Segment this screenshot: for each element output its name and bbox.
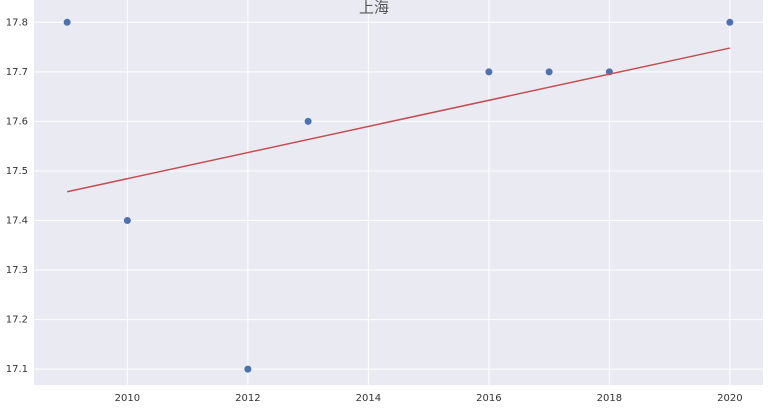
x-tick-label: 2012 [235, 393, 260, 404]
x-tick-label: 2018 [597, 393, 622, 404]
y-tick-label: 17.7 [6, 67, 28, 78]
point [63, 18, 71, 26]
y-tick-label: 17.6 [6, 116, 28, 127]
x-tick-label: 2020 [717, 393, 742, 404]
y-tick-label: 17.8 [6, 17, 28, 28]
x-tick-label: 2014 [356, 393, 381, 404]
point [485, 68, 493, 76]
point [304, 117, 312, 125]
plot-area [34, 0, 763, 385]
point [123, 216, 131, 224]
y-tick-label: 17.4 [6, 215, 28, 226]
point [545, 68, 553, 76]
x-tick-label: 2010 [115, 393, 140, 404]
point [244, 365, 252, 373]
x-tick-label: 2016 [476, 393, 501, 404]
y-tick-label: 17.1 [6, 364, 28, 375]
fit-line [66, 47, 731, 193]
y-tick-label: 17.5 [6, 166, 28, 177]
y-tick-label: 17.3 [6, 265, 28, 276]
chart-title: 上海 [359, 0, 389, 17]
point [726, 18, 734, 26]
y-tick-label: 17.2 [6, 315, 28, 326]
